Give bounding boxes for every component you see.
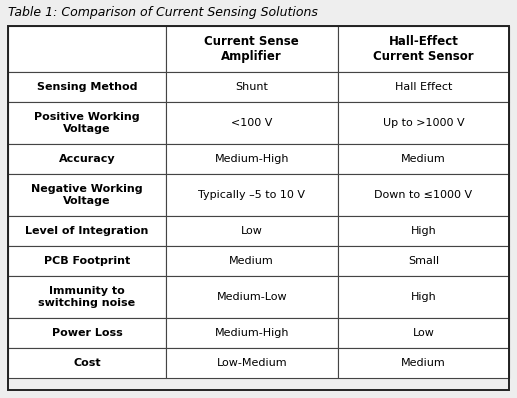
Text: Immunity to
switching noise: Immunity to switching noise [38,286,135,308]
Text: Sensing Method: Sensing Method [37,82,137,92]
Bar [8,246,166,276]
Bar [8,348,166,378]
Bar [338,26,509,72]
Bar [166,276,338,318]
Bar [8,144,166,174]
Text: Medium-High: Medium-High [215,154,289,164]
Bar [338,174,509,216]
Bar [166,246,338,276]
Text: Accuracy: Accuracy [58,154,115,164]
Text: Medium-Low: Medium-Low [217,292,287,302]
Text: Hall-Effect
Current Sensor: Hall-Effect Current Sensor [373,35,474,63]
Text: Negative Working
Voltage: Negative Working Voltage [31,184,143,206]
Text: Level of Integration: Level of Integration [25,226,148,236]
Bar [338,144,509,174]
Bar [338,318,509,348]
Bar [166,26,338,72]
Bar [338,102,509,144]
Text: Hall Effect: Hall Effect [394,82,452,92]
Text: Positive Working
Voltage: Positive Working Voltage [34,112,140,134]
Bar [166,72,338,102]
Bar [338,216,509,246]
Bar [338,246,509,276]
Bar [166,348,338,378]
Text: Current Sense
Amplifier: Current Sense Amplifier [204,35,299,63]
Bar [166,216,338,246]
Bar [8,276,166,318]
Bar [166,144,338,174]
Text: Medium: Medium [401,154,446,164]
Bar [8,26,166,72]
Bar [8,318,166,348]
Text: Medium: Medium [230,256,274,266]
Text: <100 V: <100 V [231,118,272,128]
Bar [8,174,166,216]
Bar [8,72,166,102]
Text: Shunt: Shunt [235,82,268,92]
Text: Medium: Medium [401,358,446,368]
Text: Cost: Cost [73,358,101,368]
Bar [338,348,509,378]
Bar [8,216,166,246]
Bar [338,72,509,102]
Bar [166,102,338,144]
Text: Table 1: Comparison of Current Sensing Solutions: Table 1: Comparison of Current Sensing S… [8,6,318,19]
Text: Up to >1000 V: Up to >1000 V [383,118,464,128]
Bar [166,318,338,348]
Text: High: High [410,226,436,236]
Bar [338,276,509,318]
Text: Small: Small [408,256,439,266]
Text: PCB Footprint: PCB Footprint [44,256,130,266]
Text: Down to ≤1000 V: Down to ≤1000 V [374,190,473,200]
Bar [166,174,338,216]
Text: Typically –5 to 10 V: Typically –5 to 10 V [198,190,305,200]
Text: Low: Low [241,226,263,236]
Bar [8,102,166,144]
Text: Low-Medium: Low-Medium [217,358,287,368]
Text: Medium-High: Medium-High [215,328,289,338]
Text: High: High [410,292,436,302]
Text: Low: Low [413,328,434,338]
Text: Power Loss: Power Loss [52,328,123,338]
